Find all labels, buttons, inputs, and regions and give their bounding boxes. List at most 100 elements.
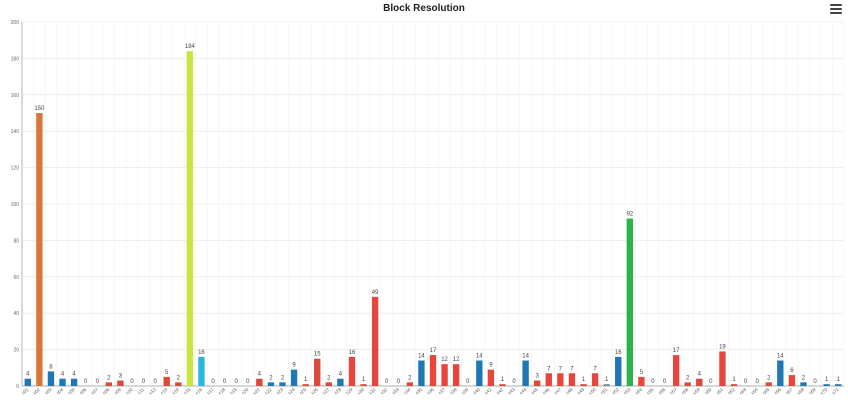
x-tick-label: c21: [252, 387, 261, 396]
x-tick-label: c45: [530, 387, 539, 396]
x-tick-label: c18: [217, 387, 226, 396]
x-tick-label: c02: [32, 387, 41, 396]
chart-menu-button[interactable]: [830, 4, 842, 14]
x-tick-label: c07: [90, 387, 99, 396]
bar[interactable]: [568, 373, 576, 386]
bar[interactable]: [406, 382, 414, 386]
x-tick-label: c28: [333, 387, 342, 396]
data-label: 0: [246, 379, 250, 385]
x-tick-label: c17: [206, 387, 215, 396]
x-tick-label: c06: [79, 387, 88, 396]
bar[interactable]: [186, 51, 194, 387]
menu-line-icon: [830, 4, 842, 6]
data-label: 2: [802, 375, 806, 381]
data-label: 0: [663, 379, 667, 385]
bar[interactable]: [267, 382, 275, 386]
bar[interactable]: [418, 360, 425, 386]
bar[interactable]: [788, 375, 796, 386]
x-tick-label: c61: [715, 387, 724, 396]
bar[interactable]: [603, 384, 610, 386]
bar[interactable]: [70, 378, 78, 386]
x-tick-label: c32: [380, 387, 389, 396]
bar[interactable]: [730, 384, 738, 386]
bar[interactable]: [24, 378, 31, 386]
bar[interactable]: [719, 351, 726, 386]
x-tick-label: c54: [634, 387, 643, 396]
data-label: 92: [626, 212, 633, 218]
bar[interactable]: [823, 384, 830, 386]
bar[interactable]: [290, 369, 298, 386]
bar[interactable]: [279, 382, 286, 386]
data-label: 4: [61, 372, 65, 378]
bar[interactable]: [522, 360, 529, 386]
bar[interactable]: [441, 364, 448, 386]
data-label: 0: [211, 379, 215, 385]
bar[interactable]: [105, 382, 113, 386]
bar[interactable]: [638, 376, 645, 386]
bar[interactable]: [626, 218, 634, 386]
y-tick-label: 20: [13, 348, 19, 354]
bar[interactable]: [337, 378, 344, 386]
bar[interactable]: [835, 384, 842, 386]
data-label: 0: [512, 379, 516, 385]
data-label: 2: [281, 375, 285, 381]
data-label: 2: [107, 375, 111, 381]
bar[interactable]: [672, 355, 680, 386]
bar[interactable]: [302, 384, 309, 386]
bar[interactable]: [534, 380, 541, 386]
bar[interactable]: [765, 382, 772, 386]
bar[interactable]: [487, 369, 495, 386]
data-label: 16: [198, 350, 205, 356]
x-tick-label: c47: [553, 387, 562, 396]
bar[interactable]: [325, 382, 332, 386]
bar[interactable]: [800, 382, 807, 386]
data-label: 0: [397, 379, 401, 385]
x-tick-label: c20: [241, 387, 250, 396]
x-tick-label: c03: [44, 387, 53, 396]
data-label: 0: [130, 379, 134, 385]
bar[interactable]: [314, 358, 321, 386]
y-tick-label: 60: [13, 275, 19, 281]
bar[interactable]: [696, 378, 703, 386]
data-label: 2: [269, 375, 273, 381]
bar[interactable]: [360, 384, 367, 386]
bar[interactable]: [499, 384, 506, 386]
bar[interactable]: [557, 373, 564, 386]
bar[interactable]: [476, 360, 483, 386]
bar[interactable]: [429, 355, 437, 386]
data-label: 9: [292, 363, 296, 369]
bar[interactable]: [117, 380, 124, 386]
bar[interactable]: [591, 373, 599, 386]
bar[interactable]: [615, 356, 622, 386]
bar[interactable]: [198, 356, 205, 386]
x-tick-label: c67: [785, 387, 794, 396]
x-tick-label: c38: [449, 387, 458, 396]
data-label: 7: [593, 366, 597, 372]
x-tick-label: c63: [738, 387, 747, 396]
bar[interactable]: [59, 378, 66, 386]
bar[interactable]: [163, 376, 170, 386]
y-tick-label: 200: [11, 20, 20, 26]
data-label: 6: [790, 368, 794, 374]
x-tick-label: c26: [310, 387, 319, 396]
bar[interactable]: [777, 360, 784, 386]
data-label: 0: [466, 379, 470, 385]
bar[interactable]: [684, 382, 691, 386]
bar[interactable]: [348, 356, 356, 386]
bar[interactable]: [580, 384, 587, 386]
grid-layer: [21, 21, 845, 387]
x-tick-label: c64: [750, 387, 759, 396]
data-label: 1: [582, 377, 586, 383]
data-label: 49: [372, 290, 379, 296]
data-label: 17: [430, 348, 437, 354]
bar[interactable]: [256, 378, 263, 386]
bar[interactable]: [452, 364, 460, 386]
bar[interactable]: [545, 373, 552, 386]
bar[interactable]: [371, 296, 379, 386]
bar[interactable]: [175, 382, 182, 386]
bar[interactable]: [47, 371, 55, 386]
bar[interactable]: [36, 113, 43, 386]
data-label: 7: [547, 366, 551, 372]
data-label: 0: [813, 379, 817, 385]
x-tick-label: c27: [322, 387, 331, 396]
